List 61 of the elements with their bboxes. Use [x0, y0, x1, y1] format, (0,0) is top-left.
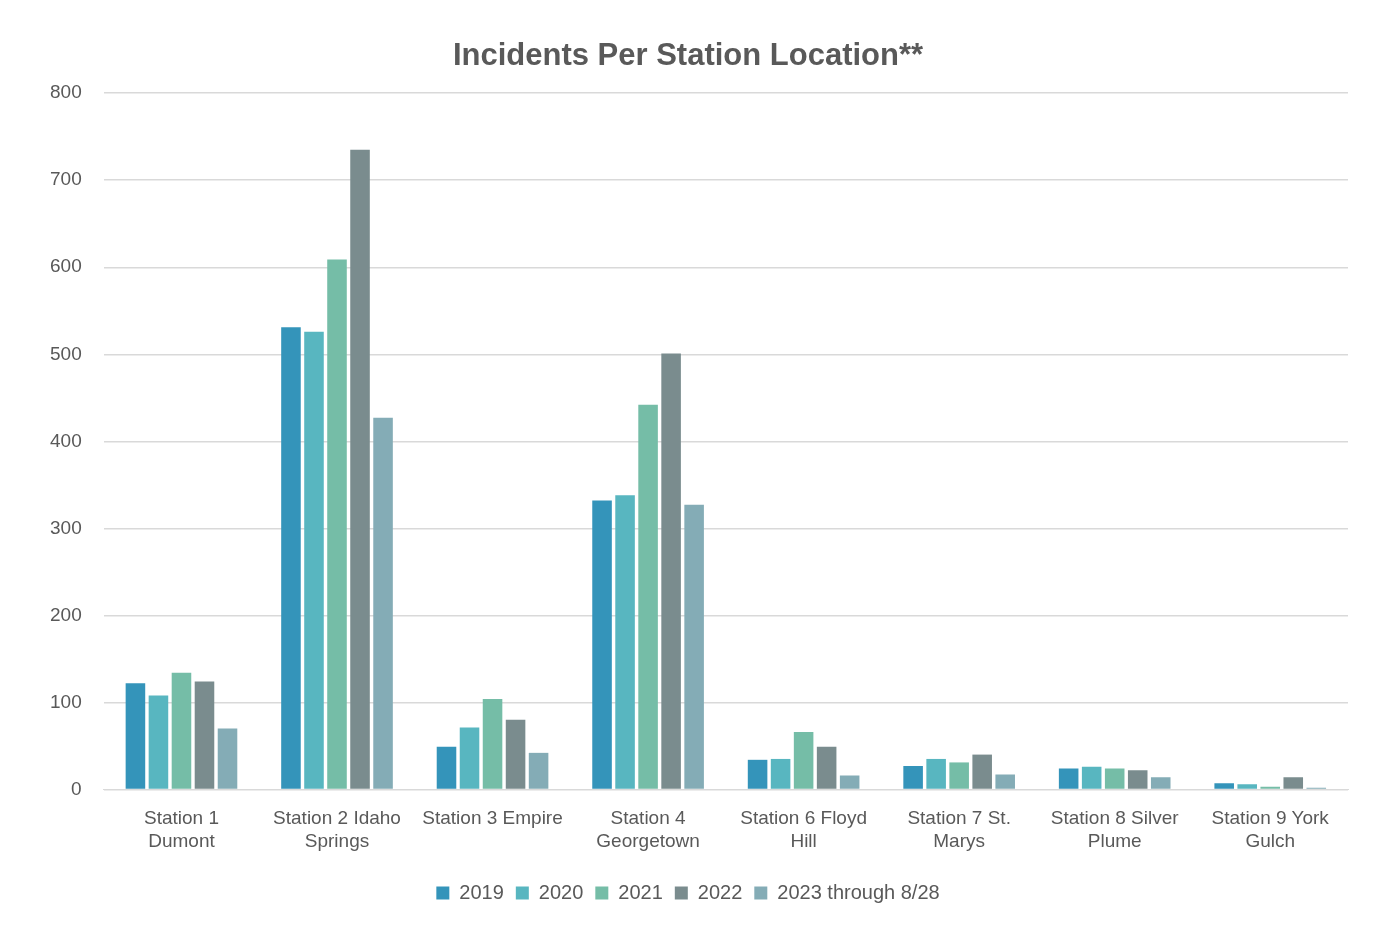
bar	[839, 775, 860, 789]
bar	[194, 681, 215, 789]
x-tick-label: Station 8 Silver Plume	[1050, 807, 1180, 851]
bar	[528, 752, 549, 789]
bar	[926, 758, 946, 789]
bar	[816, 746, 837, 789]
y-tick-label: 400	[50, 429, 82, 451]
bar	[615, 495, 635, 789]
bar	[638, 404, 658, 789]
bar	[125, 683, 146, 789]
y-tick-label: 100	[50, 690, 82, 712]
bar	[995, 774, 1015, 789]
y-tick-label: 600	[50, 255, 82, 277]
bar	[661, 353, 681, 789]
bar	[949, 762, 969, 789]
y-tick-label: 700	[50, 168, 82, 190]
bar	[304, 331, 324, 789]
bar	[171, 672, 192, 789]
bar	[1150, 777, 1171, 789]
legend-label: 2022	[697, 880, 743, 903]
bar	[770, 758, 791, 789]
bar	[436, 746, 457, 789]
legend-label: 2021	[618, 880, 663, 903]
x-tick-label: Station 2 Idaho Springs	[273, 807, 401, 851]
bar	[350, 149, 370, 789]
bar	[148, 695, 169, 789]
bar	[505, 719, 526, 789]
legend-label: 2023 through 8/28	[777, 880, 940, 903]
bar	[373, 417, 393, 789]
x-tick-label: Station 9 York Gulch	[1211, 807, 1330, 851]
bar	[217, 728, 238, 789]
x-tick-label: Station 3 Empire	[422, 807, 563, 829]
bar	[1127, 770, 1148, 789]
x-tick-label: Station 6 Floyd Hill	[740, 807, 867, 851]
y-tick-label: 300	[50, 516, 82, 538]
bar	[1104, 768, 1125, 789]
chart-title: Incidents Per Station Location**	[452, 37, 925, 73]
bar	[1058, 768, 1079, 789]
bar	[327, 259, 347, 789]
x-tick-label: Station 7 St. Marys	[907, 807, 1011, 851]
y-tick-label: 500	[50, 342, 82, 364]
bar	[972, 754, 992, 789]
bar	[592, 500, 612, 789]
y-tick-label: 200	[50, 603, 82, 625]
x-tick-label: Station 4 Georgetown	[596, 807, 700, 851]
x-tick-label: Station 1 Dumont	[143, 807, 219, 851]
bar	[793, 731, 814, 789]
bar	[684, 504, 704, 789]
bar	[1283, 777, 1304, 789]
bar	[482, 698, 503, 789]
bar	[1081, 766, 1102, 789]
legend-label: 2019	[459, 880, 504, 903]
bar	[459, 727, 480, 789]
bar	[1237, 784, 1257, 789]
bar	[281, 327, 301, 789]
bar	[747, 759, 768, 789]
y-tick-label: 800	[50, 81, 82, 103]
bar	[1214, 783, 1234, 789]
y-tick-label: 0	[71, 777, 82, 799]
legend-label: 2020	[538, 880, 584, 903]
bar	[903, 765, 923, 789]
